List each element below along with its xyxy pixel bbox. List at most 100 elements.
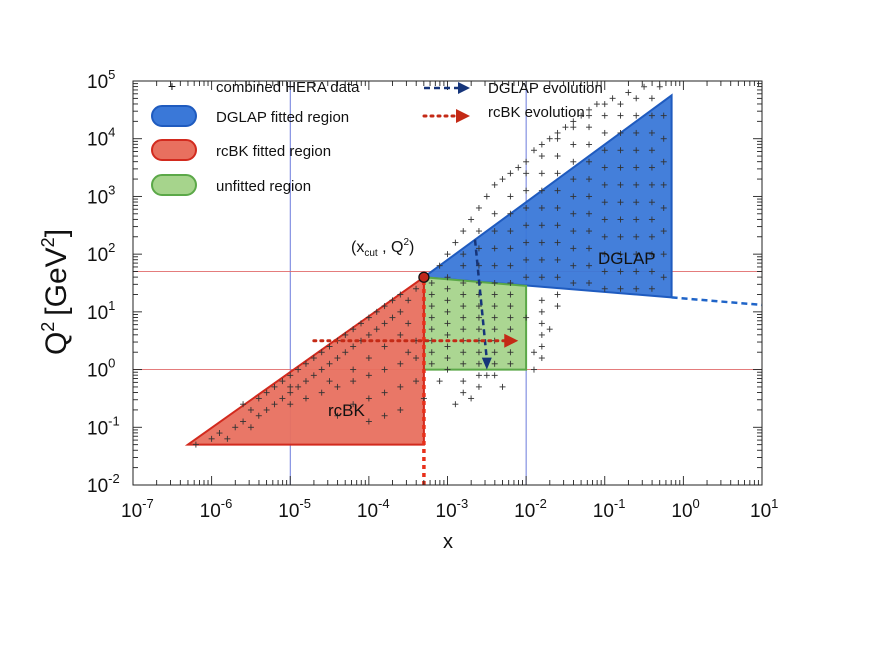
hera-point-276 [648, 147, 655, 154]
xcut-label-sub: cut [364, 248, 378, 259]
hera-point-116 [491, 314, 498, 321]
hera-point-6 [247, 424, 254, 431]
hera-point-260 [633, 216, 640, 223]
hera-point-176 [475, 262, 482, 269]
hera-point-251 [617, 164, 624, 171]
hera-point-285 [660, 158, 667, 165]
hera-point-140 [436, 378, 443, 385]
hera-point-83 [428, 360, 435, 367]
x-tick-label-base: 10 [671, 501, 692, 522]
hera-point-240 [601, 164, 608, 171]
hera-point-207 [554, 204, 561, 211]
hera-point-213 [570, 262, 577, 269]
hera-point-90 [444, 343, 451, 350]
hera-point-30 [255, 395, 262, 402]
hera-point-220 [570, 141, 577, 148]
y-tick-label: 103 [87, 182, 115, 208]
hera-point-235 [601, 251, 608, 258]
hera-point-268 [648, 285, 655, 292]
hera-point-245 [617, 268, 624, 275]
x-tick-label-base: 10 [121, 501, 142, 522]
hera-point-130 [538, 297, 545, 304]
dglap-extension-line [671, 296, 763, 307]
x-tick-label-exp: -7 [142, 496, 154, 511]
hera-point-221 [570, 124, 577, 131]
hera-point-229 [586, 158, 593, 165]
hera-point-225 [586, 228, 593, 235]
hera-point-80 [428, 326, 435, 333]
xcut-point-label: (xcut , Q2) [351, 237, 414, 259]
hera-point-32 [271, 383, 278, 390]
hera-point-71 [350, 366, 357, 373]
hera-point-8 [263, 406, 270, 413]
y-tick-label-base: 10 [87, 418, 108, 439]
hera-point-73 [397, 406, 404, 413]
x-tick-label-exp: 0 [693, 496, 700, 511]
hera-point-255 [617, 101, 624, 108]
hera-point-179 [491, 262, 498, 269]
hera-point-146 [523, 314, 530, 321]
hera-point-119 [491, 349, 498, 356]
hera-point-79 [428, 314, 435, 321]
hera-point-284 [660, 181, 667, 188]
hera-point-244 [617, 285, 624, 292]
hera-point-85 [444, 285, 451, 292]
x-tick-label-exp: -2 [535, 496, 547, 511]
hera-point-180 [491, 245, 498, 252]
hera-point-133 [538, 331, 545, 338]
hera-point-52 [302, 395, 309, 402]
hera-point-72 [405, 320, 412, 327]
hera-point-277 [648, 129, 655, 136]
hera-point-163 [554, 129, 561, 136]
hera-point-265 [633, 129, 640, 136]
y-label-q: Q [40, 332, 73, 355]
hera-point-117 [491, 326, 498, 333]
hera-point-5 [240, 418, 247, 425]
hera-point-193 [523, 187, 530, 194]
hera-point-125 [507, 314, 514, 321]
hera-point-274 [648, 181, 655, 188]
x-tick-label-base: 10 [357, 501, 378, 522]
legend: + combined HERA data DGLAP fitted region… [151, 78, 603, 196]
hera-point-184 [507, 245, 514, 252]
hera-point-278 [648, 112, 655, 119]
xcut-point-marker [418, 271, 430, 283]
hera-point-15 [318, 366, 325, 373]
hera-point-94 [460, 291, 467, 298]
y-tick-label-base: 10 [87, 245, 108, 266]
hera-point-102 [460, 389, 467, 396]
hera-point-230 [586, 141, 593, 148]
hera-point-111 [475, 372, 482, 379]
x-tick-label: 100 [671, 496, 699, 522]
y-tick-label-base: 10 [87, 476, 108, 497]
x-tick-label-base: 10 [200, 501, 221, 522]
hera-point-189 [523, 256, 530, 263]
hera-point-219 [570, 158, 577, 165]
hera-point-0 [192, 441, 199, 448]
hera-point-143 [483, 372, 490, 379]
hera-point-168 [593, 101, 600, 108]
hera-point-227 [586, 193, 593, 200]
hera-point-109 [475, 349, 482, 356]
hera-point-239 [601, 181, 608, 188]
hera-point-182 [491, 210, 498, 217]
hera-point-63 [365, 395, 372, 402]
hera-point-129 [507, 360, 514, 367]
dglap-evolution-arrow-line [473, 239, 489, 360]
y-tick-label-exp: 3 [108, 182, 115, 197]
y-tick-label: 100 [87, 356, 115, 382]
y-tick-label: 105 [87, 67, 115, 93]
hera-point-144 [499, 383, 506, 390]
hera-point-198 [538, 222, 545, 229]
axis-ticks [132, 81, 762, 486]
hera-point-34 [287, 372, 294, 379]
hera-point-166 [578, 112, 585, 119]
hera-point-159 [523, 158, 530, 165]
hera-point-91 [444, 355, 451, 362]
hera-point-76 [428, 280, 435, 286]
legend-label-unfitted: unfitted region [216, 178, 311, 195]
hera-point-158 [515, 164, 522, 171]
y-tick-label-exp: 1 [108, 298, 115, 313]
hera-point-29 [247, 406, 254, 413]
hera-point-124 [507, 303, 514, 310]
